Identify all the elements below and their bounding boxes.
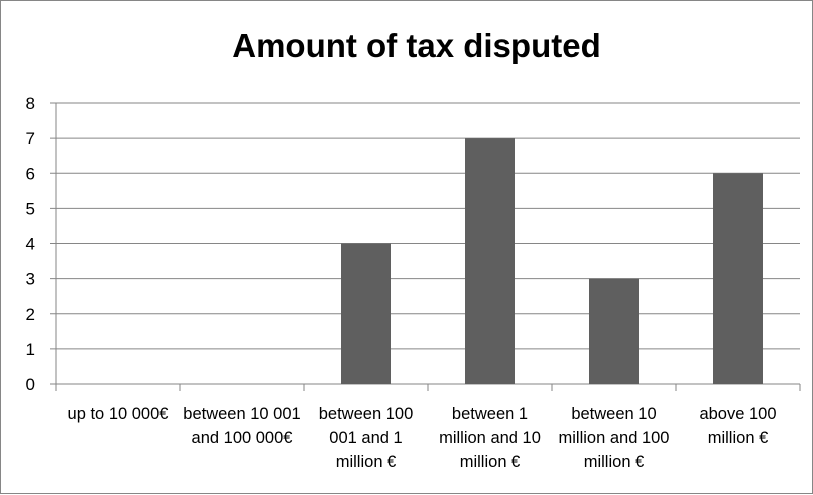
y-tick-label: 7 bbox=[26, 129, 35, 148]
x-category-label: between 1 million and 10 million € bbox=[439, 405, 541, 471]
y-tick-label: 1 bbox=[26, 340, 35, 359]
x-category-label: between 100 001 and 1 million € bbox=[318, 405, 414, 471]
bar-3 bbox=[341, 243, 391, 384]
x-category-label: between 10 million and 100 million € bbox=[558, 405, 670, 471]
y-tick-label: 2 bbox=[26, 305, 35, 324]
y-tick-label: 4 bbox=[26, 235, 35, 254]
x-category-label: up to 10 000€ bbox=[67, 405, 169, 423]
y-tick-label: 3 bbox=[26, 270, 35, 289]
x-category-label: between 10 001 and 100 000€ bbox=[183, 405, 301, 447]
bar-6 bbox=[713, 173, 763, 384]
bar-5 bbox=[589, 278, 639, 384]
bar-4 bbox=[465, 138, 515, 384]
y-tick-label: 8 bbox=[26, 94, 35, 113]
y-tick-label: 5 bbox=[26, 199, 35, 218]
y-tick-label: 0 bbox=[26, 375, 35, 394]
y-tick-label: 6 bbox=[26, 164, 35, 183]
x-category-label: above 100 million € bbox=[699, 405, 777, 447]
chart-title: Amount of tax disputed bbox=[232, 27, 601, 64]
